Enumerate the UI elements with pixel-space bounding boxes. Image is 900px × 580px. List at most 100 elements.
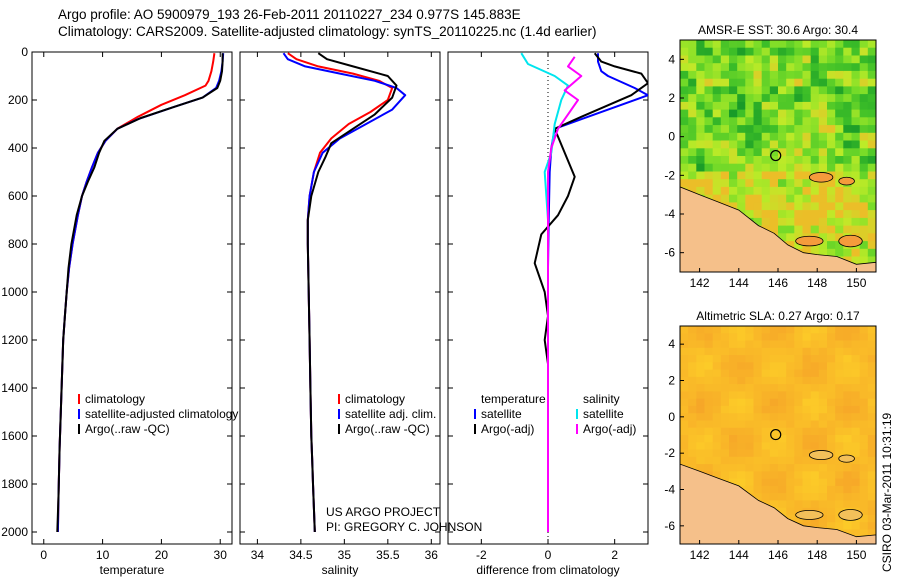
sst-map-island [808,172,834,183]
sst-map-cell [712,78,722,87]
sla-map-cell [778,326,787,334]
sst-map-cell [720,117,730,126]
sst-map-cell [867,194,876,203]
sst-map-cell [712,55,722,64]
sla-map-cell [778,471,787,480]
sla-map-cell [835,442,844,451]
sla-map-cell [753,493,763,501]
sst-map-cell [737,132,746,142]
sst-map-cell [818,94,828,103]
sst-map-cell [786,217,795,227]
sst-map-cell [818,140,828,149]
sst-map-cell [851,194,861,203]
sst-map-cell [720,70,730,80]
sst-map-cell [753,194,763,203]
sla-map-cell [769,391,779,400]
sst-map-cell [786,63,795,72]
sst-map-cell [794,125,804,134]
sla-map-cell [720,391,730,400]
sst-map-cell [802,70,812,80]
sst-map-cell [729,140,738,149]
sla-map-cell [867,333,876,342]
sst-map-cell [867,78,876,87]
sla-map-cell [794,405,804,414]
climatology-title: Climatology: CARS2009. Satellite-adjuste… [58,24,597,39]
sst-map-cell [704,63,714,72]
sst-map-cell [810,94,820,103]
temperature-ytick-label: 2000 [1,525,28,539]
sla-map-cell [810,391,820,400]
sst-map-cell [688,125,697,134]
sst-map-cell [769,163,779,172]
sla-map-cell [704,420,714,429]
sst-map-cell [843,55,853,64]
sla-map-cell [778,478,787,487]
sla-map-cell [696,405,706,414]
sla-map-cell [851,369,861,378]
sla-map-cell [745,485,755,494]
sst-map-cell [843,101,853,111]
salinity-legend-label: climatology [345,392,405,406]
sla-map-cell [688,449,697,458]
salinity-legend-label: Argo(..raw -QC) [345,422,430,436]
sst-map-cell [818,210,828,219]
sst-map-cell [696,55,706,64]
sla-map-cell [753,333,763,342]
sla-map-cell [794,456,804,465]
sla-map-cell [753,405,763,414]
sla-map-cell [827,420,836,429]
temperature-ytick-label: 1200 [1,333,28,347]
sla-map-cell [818,464,828,472]
sla-map-cell [712,449,722,458]
sst-map-cell [810,47,820,56]
sla-map-cell [827,435,836,443]
sst-map-cell [835,171,844,180]
sst-map-cell [794,132,804,142]
sst-map-cell [867,109,876,118]
sst-map-cell [737,63,746,72]
sst-map-cell [827,210,836,219]
sla-map-island [795,509,824,520]
sst-map-cell [712,156,722,165]
sst-map-cell [843,156,853,165]
sla-map-xtick-label: 142 [690,548,710,562]
sla-map-cell [810,464,820,472]
sst-map-cell [818,109,828,118]
sst-map-cell [696,132,706,142]
sst-map-cell [843,78,853,87]
sst-map-cell [761,194,771,203]
sla-map-cell [745,442,755,451]
sst-map-cell [810,117,820,126]
sst-map-cell [688,55,697,64]
sla-map-cell [753,471,763,480]
sst-map-cell [745,194,755,203]
sst-map-xtick-label: 144 [729,276,749,290]
sla-map-cell [827,442,836,451]
sla-map-cell [859,340,869,349]
sst-map-cell [786,132,795,142]
sst-map-cell [843,163,853,172]
sla-map-cell [802,369,812,378]
sst-map-cell [729,117,738,126]
sla-map-cell [761,369,771,378]
sst-map-cell [745,101,755,111]
sla-map-cell [753,449,763,458]
sst-map-cell [810,225,820,234]
sla-map-cell [712,333,722,342]
sst-map-cell [794,70,804,80]
sst-map-cell [835,40,844,49]
sst-map-cell [818,202,828,211]
sst-map-cell [729,156,738,165]
sla-map-cell [827,413,836,422]
sla-map-cell [827,362,836,371]
sst-map-cell [818,186,828,196]
sla-map-cell [729,456,738,465]
sla-map-cell [794,514,804,523]
sla-map-cell [851,376,861,385]
sla-map-cell [680,340,689,349]
sst-map-cell [769,94,779,103]
sst-map-cell [688,63,697,72]
sst-map-cell [810,132,820,142]
sla-map-cell [704,384,714,392]
sst-map-cell [802,148,812,157]
